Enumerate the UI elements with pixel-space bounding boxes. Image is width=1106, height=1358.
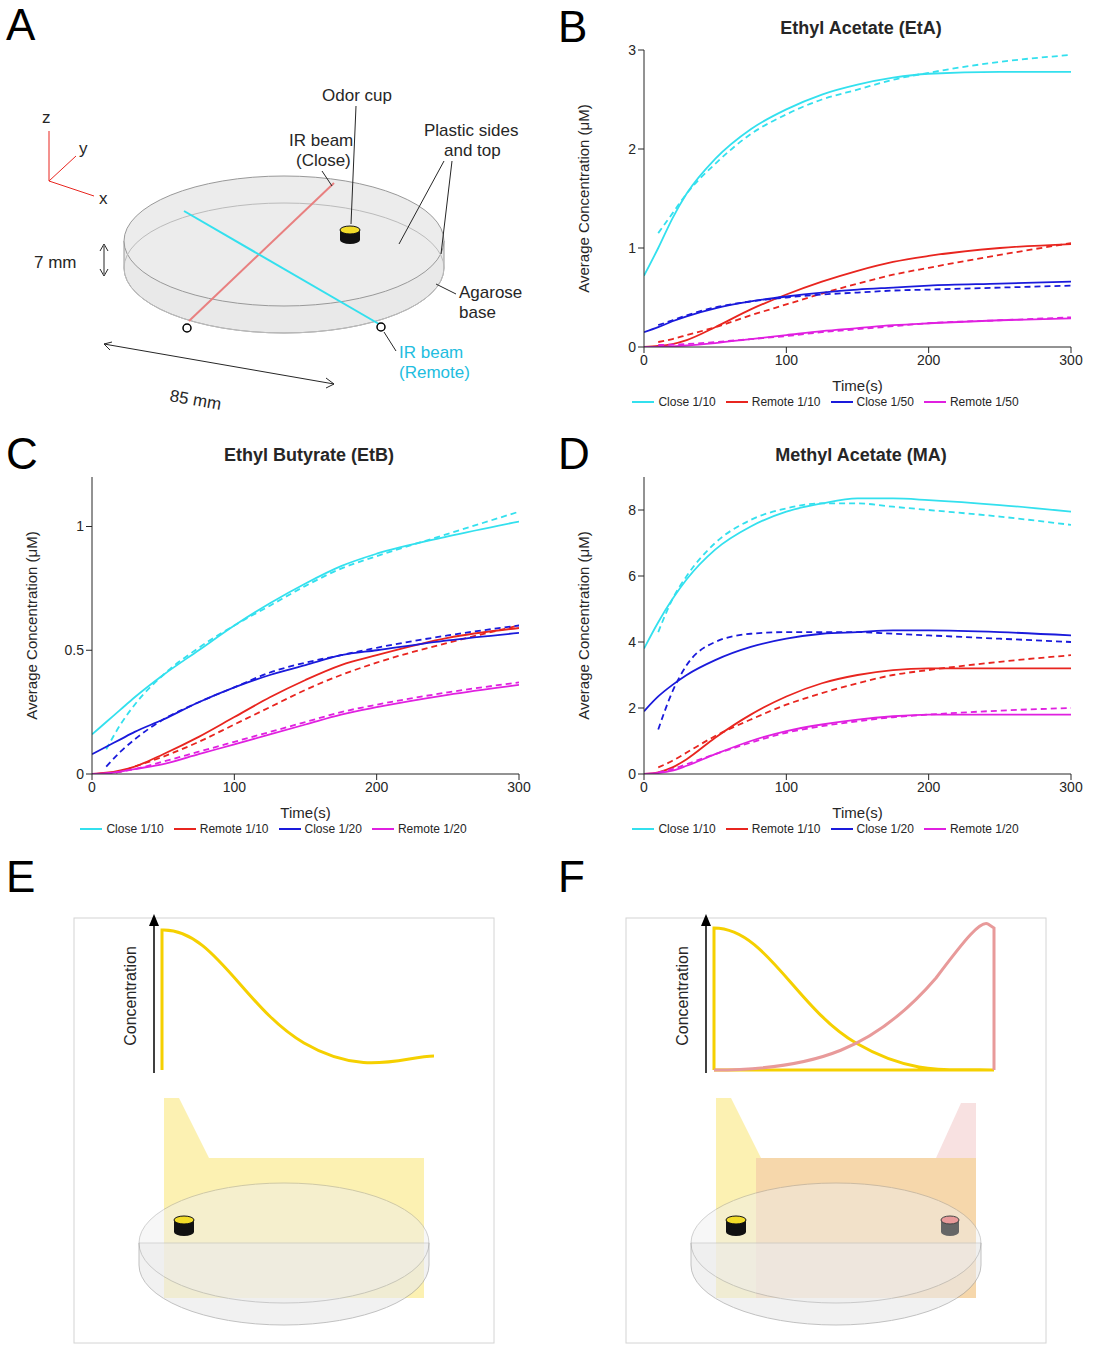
svg-text:Plastic sides: Plastic sides [424, 121, 518, 140]
svg-text:3: 3 [628, 42, 636, 58]
svg-text:(Close): (Close) [296, 151, 351, 170]
svg-text:IR beam: IR beam [399, 343, 463, 362]
svg-text:(Remote): (Remote) [399, 363, 470, 382]
html-text:Close 1/50: Close 1/50 [856, 395, 914, 409]
html-text:Remote 1/10: Remote 1/10 [751, 395, 821, 409]
svg-text:Average Concentration (μM): Average Concentration (μM) [575, 104, 592, 292]
svg-text:0.5: 0.5 [65, 642, 85, 658]
html-text:B: B [558, 2, 588, 51]
html-text:E: E [6, 852, 36, 901]
svg-text:Concentration: Concentration [674, 946, 691, 1046]
svg-text:1: 1 [76, 518, 84, 534]
html-text:Methyl Acetate (MA): Methyl Acetate (MA) [775, 445, 947, 465]
svg-text:and top: and top [444, 141, 501, 160]
html-text:Ethyl Acetate (EtA): Ethyl Acetate (EtA) [780, 18, 942, 38]
svg-text:Odor cup: Odor cup [322, 86, 392, 105]
svg-text:z: z [42, 108, 51, 127]
svg-text:Agarose: Agarose [459, 283, 522, 302]
html-text:Remote 1/20: Remote 1/20 [397, 822, 467, 836]
svg-text:IR beam: IR beam [289, 131, 353, 150]
html-text:Remote 1/20: Remote 1/20 [949, 822, 1019, 836]
html-text:Remote 1/50: Remote 1/50 [949, 395, 1019, 409]
html-text:Close 1/10: Close 1/10 [658, 395, 716, 409]
svg-text:base: base [459, 303, 496, 322]
svg-text:2: 2 [628, 700, 636, 716]
svg-text:8: 8 [628, 502, 636, 518]
svg-text:85 mm: 85 mm [168, 386, 222, 414]
html-text:F: F [558, 852, 585, 901]
html-text:Close 1/10: Close 1/10 [658, 822, 716, 836]
svg-text:Average Concentration (μM): Average Concentration (μM) [575, 531, 592, 719]
html-text:Ethyl Butyrate (EtB): Ethyl Butyrate (EtB) [224, 445, 394, 465]
svg-text:0: 0 [640, 779, 648, 795]
svg-text:100: 100 [775, 779, 799, 795]
html-text:C: C [6, 429, 38, 478]
svg-text:x: x [99, 189, 108, 208]
svg-text:200: 200 [917, 352, 941, 368]
svg-text:0: 0 [76, 766, 84, 782]
svg-text:0: 0 [628, 766, 636, 782]
html-text:Close 1/20: Close 1/20 [304, 822, 362, 836]
svg-text:6: 6 [628, 568, 636, 584]
svg-text:200: 200 [365, 779, 389, 795]
svg-text:0: 0 [88, 779, 96, 795]
svg-text:0: 0 [640, 352, 648, 368]
svg-text:100: 100 [223, 779, 247, 795]
svg-text:300: 300 [1059, 779, 1083, 795]
svg-text:4: 4 [628, 634, 636, 650]
html-text:A: A [6, 0, 36, 49]
svg-text:y: y [79, 139, 88, 158]
svg-text:300: 300 [1059, 352, 1083, 368]
svg-text:300: 300 [507, 779, 531, 795]
svg-text:Time(s): Time(s) [832, 377, 882, 394]
svg-text:0: 0 [628, 339, 636, 355]
svg-text:7 mm: 7 mm [34, 253, 77, 272]
svg-text:1: 1 [628, 240, 636, 256]
svg-text:200: 200 [917, 779, 941, 795]
html-text:Close 1/20: Close 1/20 [856, 822, 914, 836]
html-text:Remote 1/10: Remote 1/10 [751, 822, 821, 836]
svg-text:Concentration: Concentration [122, 946, 139, 1046]
html-text:D: D [558, 429, 590, 478]
svg-text:2: 2 [628, 141, 636, 157]
svg-text:100: 100 [775, 352, 799, 368]
html-text:Remote 1/10: Remote 1/10 [199, 822, 269, 836]
svg-text:Time(s): Time(s) [280, 804, 330, 821]
svg-text:Time(s): Time(s) [832, 804, 882, 821]
svg-text:Average Concentration (μM): Average Concentration (μM) [23, 531, 40, 719]
html-text:Close 1/10: Close 1/10 [106, 822, 164, 836]
